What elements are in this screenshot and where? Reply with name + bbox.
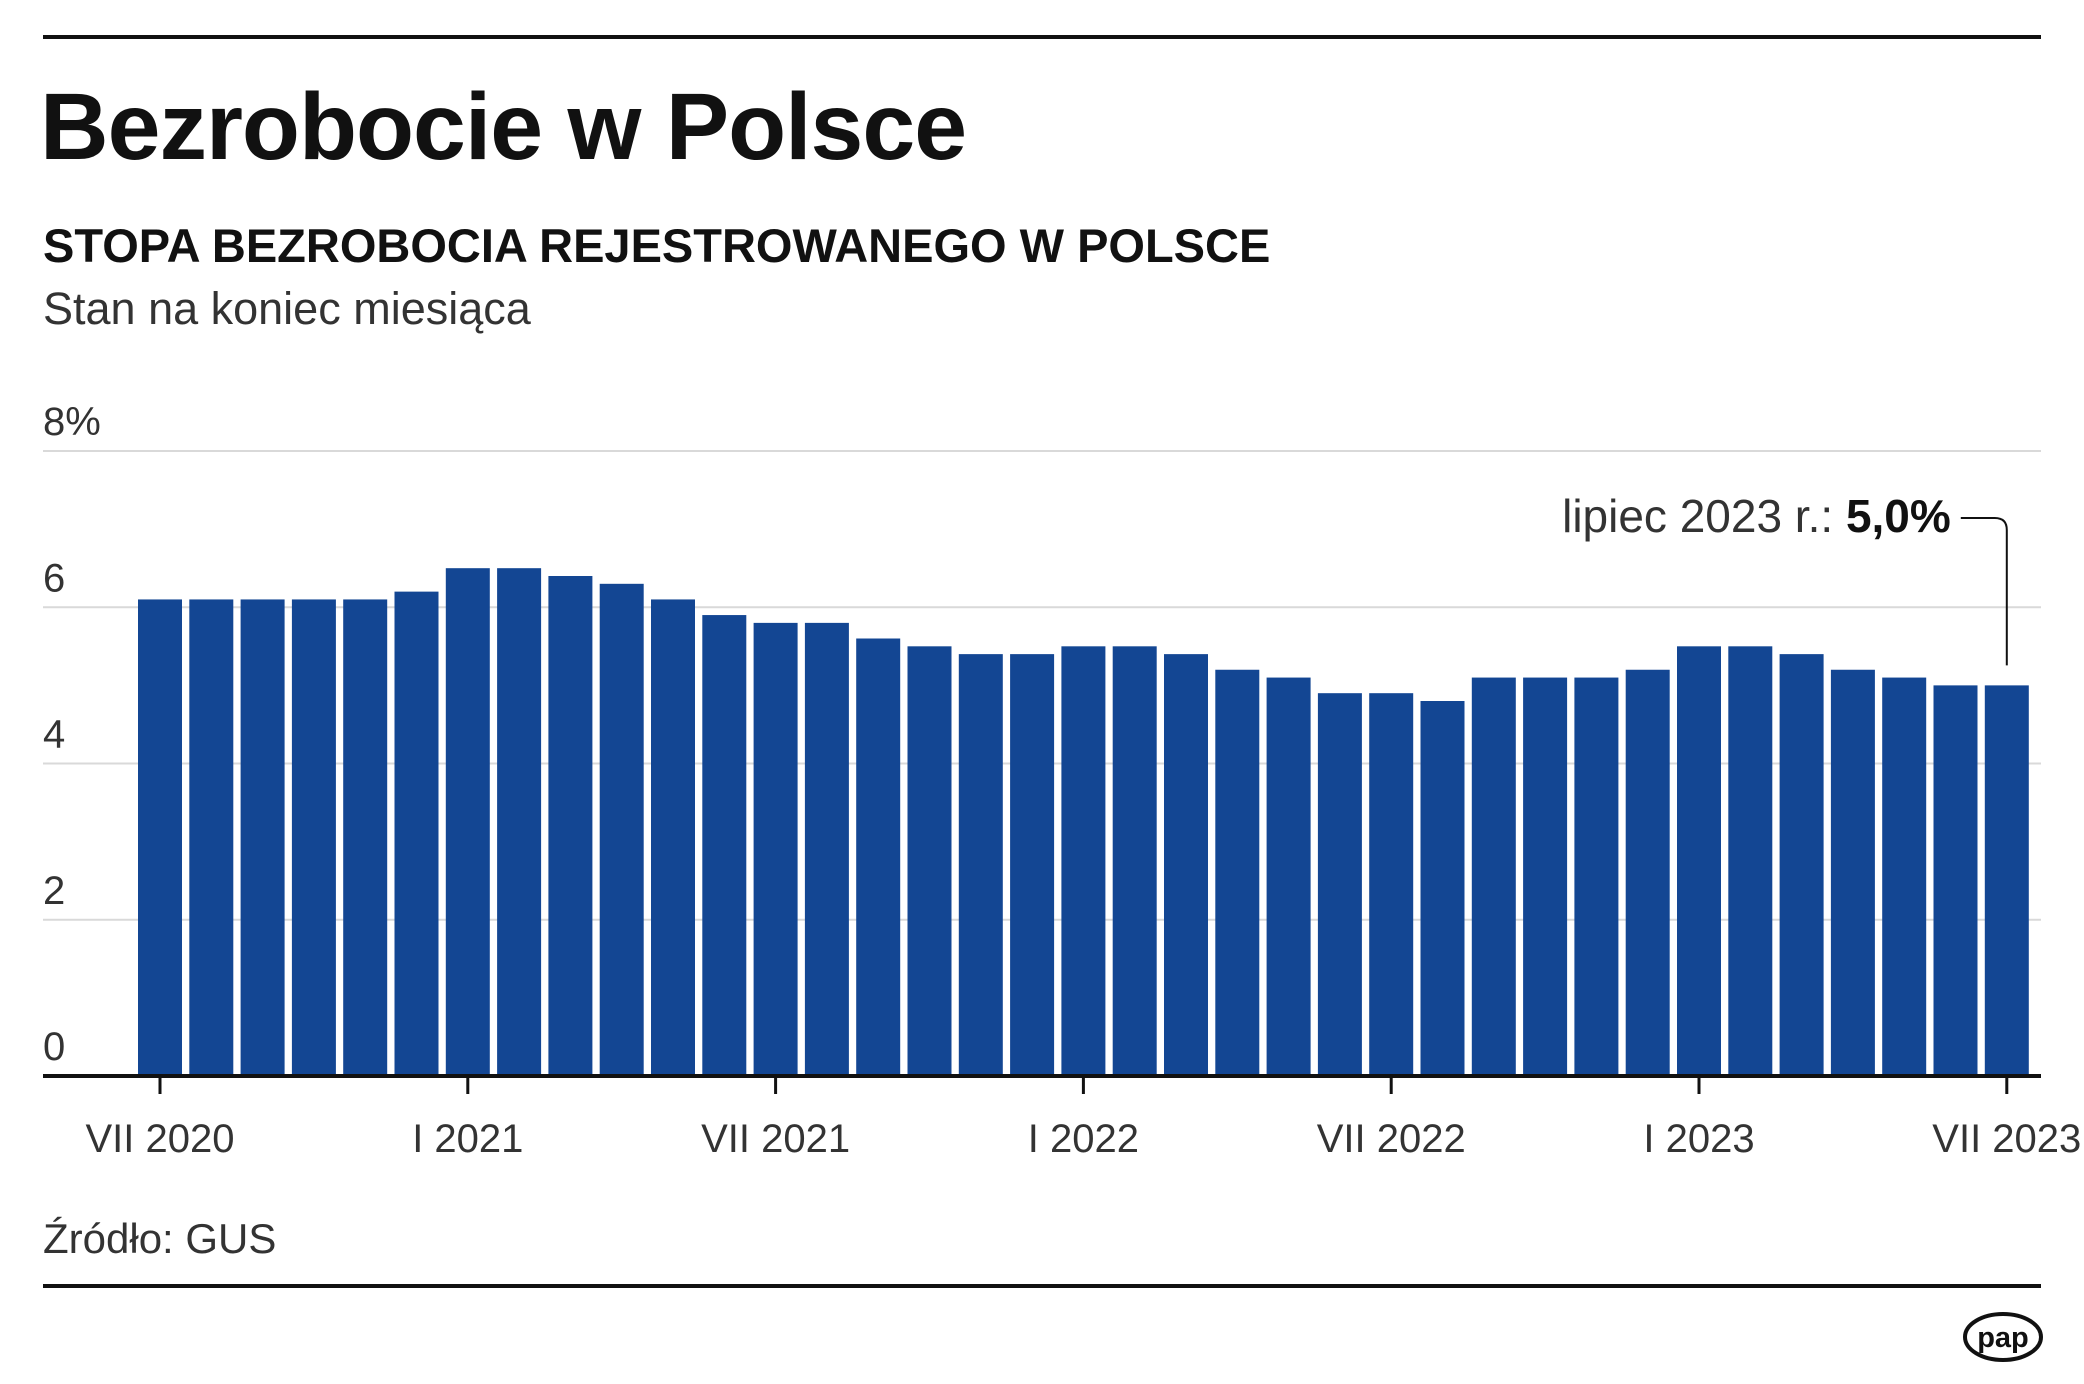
bar: [1112, 646, 1157, 1076]
x-tick-label: VII 2023: [1932, 1117, 2081, 1161]
bar: [394, 591, 439, 1076]
bar: [753, 622, 798, 1076]
bar: [599, 583, 644, 1076]
page-title: Bezrobocie w Polsce: [40, 74, 967, 180]
bar: [1830, 669, 1875, 1076]
bar: [1369, 693, 1414, 1076]
bar: [189, 599, 234, 1076]
bar: [1420, 701, 1465, 1076]
annotation-label: lipiec 2023 r.: 5,0%: [1562, 490, 1951, 542]
x-tick-label: VII 2022: [1317, 1117, 1466, 1161]
x-tick-label: I 2021: [412, 1117, 523, 1161]
bar: [958, 654, 1003, 1076]
y-tick-label: 2: [43, 869, 65, 913]
bar: [1779, 654, 1824, 1076]
bar: [1574, 677, 1619, 1076]
bar: [138, 599, 182, 1076]
bar: [445, 568, 490, 1076]
bar: [856, 638, 901, 1076]
bar: [1625, 669, 1670, 1076]
bar: [1164, 654, 1208, 1076]
x-tick-label: I 2023: [1643, 1117, 1754, 1161]
bar: [1882, 677, 1927, 1076]
bar: [702, 615, 747, 1076]
bar: [1471, 677, 1516, 1076]
bottom-rule: [43, 1284, 2041, 1288]
chart-subtitle: STOPA BEZROBOCIA REJESTROWANEGO W POLSCE: [43, 219, 1271, 272]
bar: [651, 599, 695, 1076]
bar: [1984, 685, 2029, 1076]
source-label: Źródło: GUS: [43, 1215, 277, 1262]
bar: [907, 646, 952, 1076]
x-tick-label: VII 2020: [85, 1117, 234, 1161]
y-tick-label: 0: [43, 1025, 65, 1069]
y-tick-label: 6: [43, 556, 65, 600]
bar: [1933, 685, 1978, 1076]
pap-logo-text: pap: [1977, 1322, 2029, 1354]
x-tick-label: I 2022: [1028, 1117, 1139, 1161]
bar: [497, 568, 542, 1076]
bar: [291, 599, 336, 1076]
annotation-leader-line: [1960, 517, 2008, 666]
top-rule: [43, 35, 2041, 39]
bar: [1728, 646, 1773, 1076]
y-tick-label: 8%: [43, 400, 101, 444]
chart-note: Stan na koniec miesiąca: [43, 283, 531, 334]
bar: [1061, 646, 1106, 1076]
bar: [343, 599, 388, 1076]
bar: [1010, 654, 1055, 1076]
pap-logo: pap: [1963, 1312, 2043, 1362]
bar: [1677, 646, 1721, 1076]
bar: [1317, 693, 1362, 1076]
bar: [548, 576, 593, 1076]
bar: [1266, 677, 1311, 1076]
annotation-value: 5,0%: [1846, 490, 1951, 542]
x-tick-label: VII 2021: [701, 1117, 850, 1161]
bar: [1523, 677, 1568, 1076]
bar: [804, 622, 849, 1076]
annotation-prefix: lipiec 2023 r.:: [1562, 490, 1846, 542]
bar: [240, 599, 285, 1076]
y-tick-label: 4: [43, 713, 65, 757]
bar: [1215, 669, 1260, 1076]
